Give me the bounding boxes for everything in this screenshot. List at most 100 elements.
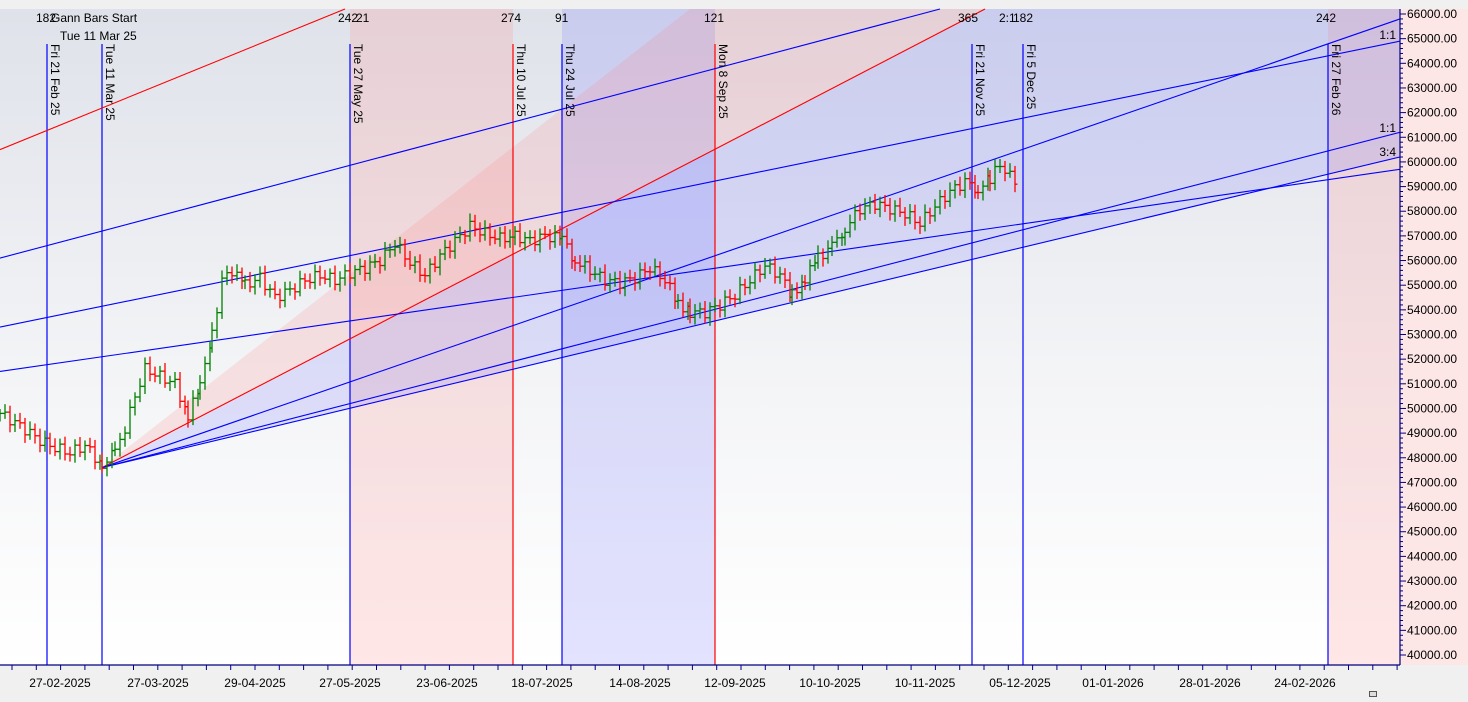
price-bar[interactable] xyxy=(72,439,78,463)
price-bar[interactable] xyxy=(502,225,508,249)
price-bar[interactable] xyxy=(975,185,981,200)
price-bar[interactable] xyxy=(882,195,888,213)
price-bar[interactable] xyxy=(697,302,703,319)
price-bar[interactable] xyxy=(47,432,53,455)
price-bar[interactable] xyxy=(980,180,986,201)
fan-line-red-upper[interactable] xyxy=(0,8,346,151)
price-bar[interactable] xyxy=(42,430,48,452)
price-bar[interactable] xyxy=(517,223,523,248)
price-bar[interactable] xyxy=(642,262,648,279)
price-bar[interactable] xyxy=(962,172,968,198)
price-bar[interactable] xyxy=(617,270,623,295)
trend-line-lower[interactable] xyxy=(0,168,1401,373)
price-bar[interactable] xyxy=(912,204,918,230)
price-bar[interactable] xyxy=(287,281,293,296)
price-bar[interactable] xyxy=(937,189,943,215)
price-bar[interactable] xyxy=(927,207,933,224)
price-bar[interactable] xyxy=(437,248,443,276)
price-bar[interactable] xyxy=(317,265,323,286)
price-bar[interactable] xyxy=(452,231,458,259)
price-bar[interactable] xyxy=(367,255,373,281)
price-bar[interactable] xyxy=(987,169,993,192)
price-bar[interactable] xyxy=(1002,160,1008,182)
price-bar[interactable] xyxy=(387,243,393,258)
price-bar[interactable] xyxy=(257,266,263,288)
price-bar[interactable] xyxy=(234,264,240,281)
price-bar[interactable] xyxy=(12,413,18,433)
price-bar[interactable] xyxy=(219,270,225,319)
trend-line-mid[interactable] xyxy=(0,40,1401,328)
price-bar[interactable] xyxy=(527,230,533,245)
price-bar[interactable] xyxy=(372,253,378,268)
price-bar[interactable] xyxy=(932,199,938,222)
price-bar[interactable] xyxy=(322,269,328,285)
price-bar[interactable] xyxy=(2,404,8,419)
scrollbar-thumb[interactable] xyxy=(1369,691,1377,697)
price-bar[interactable] xyxy=(522,231,528,251)
price-bar[interactable] xyxy=(362,260,368,281)
price-bar[interactable] xyxy=(652,258,658,277)
price-bar[interactable] xyxy=(127,399,133,439)
price-bar[interactable] xyxy=(292,283,298,300)
price-bar[interactable] xyxy=(229,266,235,284)
price-bar[interactable] xyxy=(117,432,123,457)
price-bar[interactable] xyxy=(32,423,38,444)
price-bar[interactable] xyxy=(675,294,681,309)
price-bar[interactable] xyxy=(122,426,128,447)
price-bar[interactable] xyxy=(897,197,903,217)
price-bar[interactable] xyxy=(57,438,63,460)
price-bar[interactable] xyxy=(1012,165,1018,193)
price-bar[interactable] xyxy=(457,226,463,243)
price-bar[interactable] xyxy=(607,273,613,293)
price-bar[interactable] xyxy=(857,203,863,221)
price-bar[interactable] xyxy=(272,281,278,300)
price-bar[interactable] xyxy=(692,304,698,325)
price-bar[interactable] xyxy=(815,245,821,269)
price-bar[interactable] xyxy=(667,275,673,291)
price-bar[interactable] xyxy=(794,282,800,300)
price-bar[interactable] xyxy=(262,265,268,296)
price-bar[interactable] xyxy=(352,265,358,287)
price-bar[interactable] xyxy=(947,182,953,208)
price-bar[interactable] xyxy=(7,405,13,433)
price-bar[interactable] xyxy=(627,269,633,283)
price-bar[interactable] xyxy=(680,292,686,318)
price-bar[interactable] xyxy=(27,421,33,440)
price-bar[interactable] xyxy=(512,226,518,246)
fan-line-red-1x1[interactable] xyxy=(101,8,986,469)
price-bar[interactable] xyxy=(67,446,73,462)
price-bar[interactable] xyxy=(887,198,893,221)
price-bar[interactable] xyxy=(872,193,878,214)
price-bar[interactable] xyxy=(942,190,948,209)
price-bar[interactable] xyxy=(577,255,583,273)
trend-line-upper[interactable] xyxy=(0,8,941,259)
price-bar[interactable] xyxy=(612,271,618,287)
price-bar[interactable] xyxy=(662,270,668,290)
price-bar[interactable] xyxy=(422,268,428,283)
price-bar[interactable] xyxy=(542,226,548,240)
price-bar[interactable] xyxy=(602,264,608,291)
price-bar[interactable] xyxy=(892,200,898,222)
price-bar[interactable] xyxy=(277,288,283,309)
price-bar[interactable] xyxy=(112,441,118,457)
price-bar[interactable] xyxy=(647,266,653,280)
price-bar[interactable] xyxy=(482,220,488,241)
price-bar[interactable] xyxy=(552,225,558,248)
price-bar[interactable] xyxy=(22,417,28,443)
price-bar[interactable] xyxy=(197,375,203,400)
price-bar[interactable] xyxy=(782,268,788,288)
price-bar[interactable] xyxy=(99,452,105,474)
price-bar[interactable] xyxy=(447,240,453,259)
price-bar[interactable] xyxy=(582,255,588,274)
price-bar[interactable] xyxy=(17,412,23,429)
price-bar[interactable] xyxy=(397,236,403,254)
price-bar[interactable] xyxy=(742,278,748,296)
price-bar[interactable] xyxy=(242,275,248,290)
price-bar[interactable] xyxy=(77,437,83,458)
price-bar[interactable] xyxy=(492,229,498,245)
price-bar[interactable] xyxy=(487,223,493,246)
price-bar[interactable] xyxy=(190,390,196,426)
price-bar[interactable] xyxy=(152,366,158,383)
price-bar[interactable] xyxy=(507,229,513,248)
price-bar[interactable] xyxy=(392,239,398,257)
